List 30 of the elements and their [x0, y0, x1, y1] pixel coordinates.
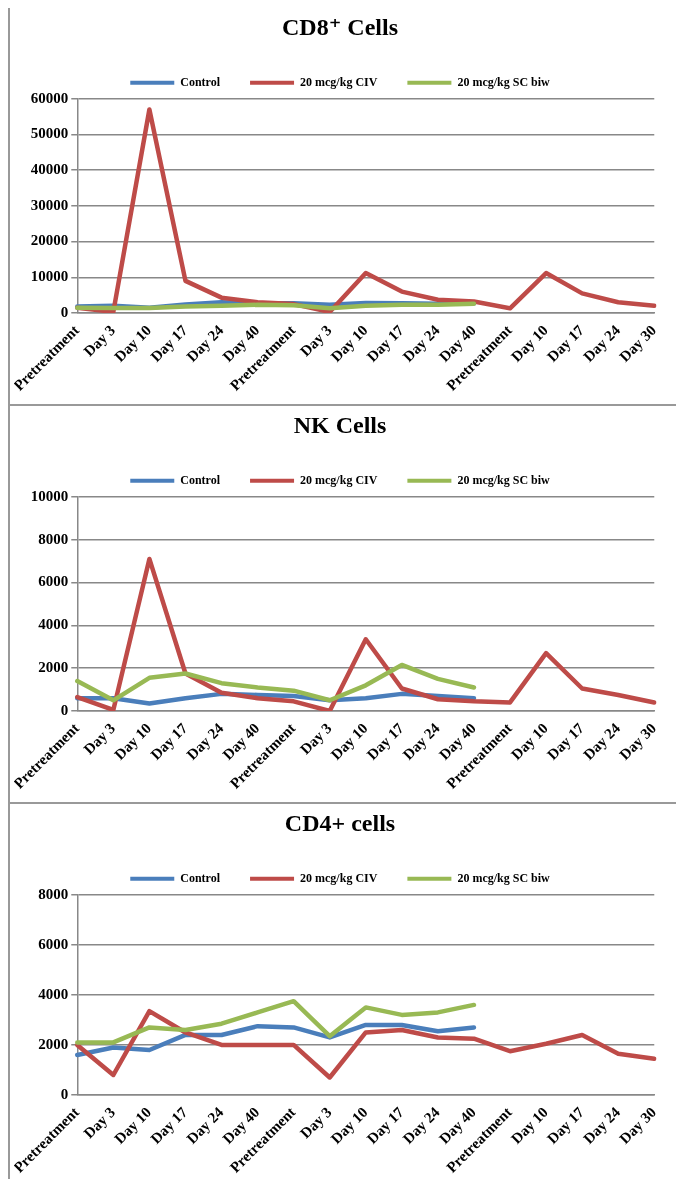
y-tick-label: 10000 [30, 268, 69, 285]
legend-label: 20 mcg/kg SC biw [457, 472, 551, 487]
y-tick-label: 30000 [30, 196, 69, 213]
y-tick-label: 6000 [38, 935, 69, 952]
y-tick-label: 2000 [38, 1035, 69, 1052]
chart-title: NK Cells [293, 411, 387, 438]
y-tick-label: 8000 [38, 885, 69, 902]
y-tick-label: 6000 [38, 573, 69, 590]
y-tick-label: 40000 [30, 161, 69, 178]
y-tick-label: 0 [60, 701, 69, 718]
legend-label: 20 mcg/kg CIV [300, 870, 378, 885]
y-tick-label: 0 [60, 1085, 69, 1102]
y-tick-label: 0 [60, 303, 69, 320]
y-tick-label: 50000 [30, 125, 69, 142]
chart-title: CD4+ cells [284, 809, 396, 836]
y-tick-label: 4000 [38, 616, 69, 633]
y-tick-label: 60000 [30, 89, 69, 106]
legend-label: 20 mcg/kg CIV [300, 74, 378, 89]
y-tick-label: 4000 [38, 985, 69, 1002]
legend-label: Control [180, 870, 221, 885]
legend-label: 20 mcg/kg CIV [300, 472, 378, 487]
legend-label: Control [180, 74, 221, 89]
y-tick-label: 8000 [38, 530, 69, 547]
legend-label: 20 mcg/kg SC biw [457, 870, 551, 885]
y-tick-label: 10000 [30, 487, 69, 504]
y-tick-label: 2000 [38, 659, 69, 676]
y-tick-label: 20000 [30, 232, 69, 249]
legend-label: 20 mcg/kg SC biw [457, 74, 551, 89]
chart-title: CD8⁺ Cells [282, 13, 398, 40]
legend-label: Control [180, 472, 221, 487]
